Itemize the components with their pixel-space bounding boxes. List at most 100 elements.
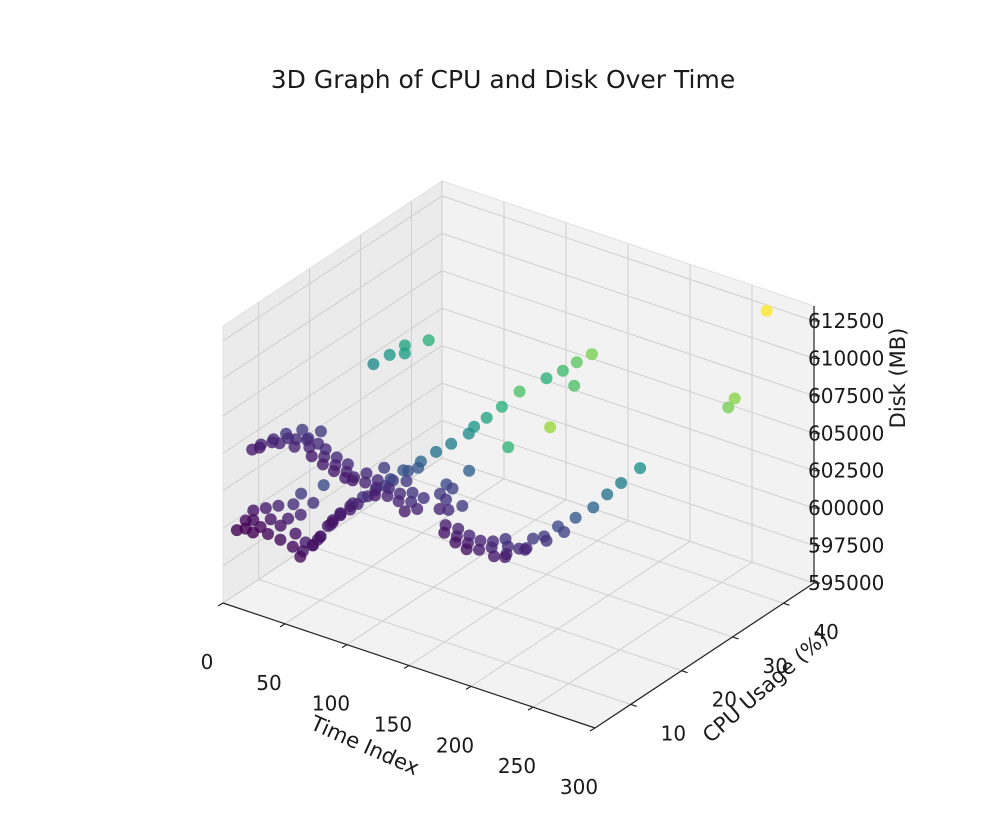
x-tick-label: 150 bbox=[374, 713, 412, 737]
grid-line-y-floor bbox=[258, 578, 631, 705]
x-tick-label: 0 bbox=[201, 650, 214, 674]
grid-line-y-floor bbox=[411, 477, 784, 604]
data-point bbox=[728, 392, 741, 405]
data-point bbox=[294, 508, 307, 521]
z-axis-label: Disk (MB) bbox=[886, 328, 910, 429]
data-point bbox=[540, 534, 553, 547]
x-tick-mark bbox=[403, 664, 410, 670]
chart-title: 3D Graph of CPU and Disk Over Time bbox=[271, 65, 735, 94]
data-point bbox=[544, 421, 557, 434]
data-point bbox=[273, 437, 286, 450]
data-point bbox=[367, 358, 380, 371]
data-point bbox=[456, 499, 469, 512]
x-tick-labels: 0 50 100 150 200 250 300 bbox=[201, 650, 598, 799]
grid-line-z-back bbox=[441, 420, 815, 547]
data-point bbox=[473, 543, 486, 556]
data-point bbox=[442, 503, 455, 516]
y-tick-label: 40 bbox=[813, 620, 838, 644]
data-point bbox=[286, 540, 299, 553]
data-point bbox=[392, 495, 405, 508]
x-tick-mark bbox=[527, 706, 534, 711]
data-point bbox=[463, 464, 476, 477]
data-point bbox=[513, 385, 526, 398]
data-point bbox=[402, 464, 415, 477]
data-point bbox=[326, 516, 339, 529]
data-point bbox=[344, 503, 357, 516]
z-tick-label: 612500 bbox=[808, 309, 884, 333]
data-point bbox=[556, 364, 569, 377]
grid-line-z-back bbox=[441, 232, 815, 359]
data-point bbox=[359, 476, 372, 489]
data-point bbox=[316, 458, 329, 471]
data-point bbox=[288, 440, 301, 453]
data-point bbox=[474, 534, 487, 547]
x-tick-mark bbox=[589, 727, 596, 732]
data-point bbox=[519, 543, 532, 556]
data-point bbox=[272, 499, 285, 512]
grid-line-z-back bbox=[441, 345, 815, 472]
data-point bbox=[296, 423, 309, 436]
data-point bbox=[440, 493, 452, 506]
y-tick-label: 20 bbox=[712, 688, 737, 712]
x-tick-label: 50 bbox=[256, 671, 281, 695]
data-point bbox=[438, 526, 451, 539]
data-point bbox=[412, 461, 425, 474]
data-point bbox=[462, 427, 475, 440]
y-tick-mark bbox=[630, 703, 637, 707]
scatter-points bbox=[230, 304, 773, 564]
data-point bbox=[446, 482, 459, 495]
data-point bbox=[722, 401, 735, 414]
grid-line-y-floor bbox=[360, 511, 733, 638]
y-tick-labels: 10 20 30 40 bbox=[661, 620, 839, 745]
data-point bbox=[568, 379, 581, 392]
grid-line-z-back bbox=[441, 307, 815, 434]
y-axis-line bbox=[594, 582, 815, 729]
data-point bbox=[400, 475, 413, 488]
data-point bbox=[527, 532, 539, 545]
grid-line-z-back bbox=[441, 195, 815, 322]
data-point bbox=[334, 509, 347, 522]
z-tick-label: 595000 bbox=[808, 571, 884, 595]
data-point bbox=[601, 488, 614, 501]
data-point bbox=[398, 505, 411, 518]
data-point bbox=[502, 441, 515, 454]
z-tick-label: 602500 bbox=[808, 459, 884, 483]
z-tick-label: 610000 bbox=[808, 346, 884, 370]
grid-line-x-floor bbox=[346, 499, 567, 646]
data-point bbox=[634, 462, 647, 475]
data-point bbox=[488, 550, 500, 563]
data-point bbox=[346, 474, 359, 487]
data-point bbox=[585, 348, 598, 361]
data-point bbox=[264, 513, 277, 526]
data-point bbox=[307, 496, 320, 509]
data-point bbox=[314, 425, 327, 438]
data-point bbox=[570, 356, 583, 369]
data-point bbox=[294, 550, 307, 563]
grid-line-x-floor bbox=[470, 540, 691, 687]
data-point bbox=[411, 503, 424, 515]
grid-line-z-left bbox=[222, 270, 443, 417]
z-tick-labels: 595000 597500 600000 602500 605000 607500 6100… bbox=[808, 309, 884, 595]
data-point bbox=[433, 503, 446, 515]
y-tick-mark bbox=[732, 636, 739, 640]
data-point bbox=[360, 467, 373, 480]
data-point bbox=[305, 450, 318, 463]
grid-line-z-left bbox=[222, 232, 443, 379]
x-tick-mark bbox=[341, 644, 348, 649]
data-point bbox=[311, 533, 324, 546]
data-point bbox=[274, 519, 287, 532]
grid-line-z-left bbox=[222, 345, 443, 492]
data-point bbox=[558, 526, 571, 538]
data-point bbox=[495, 400, 508, 413]
grid-line-x-floor bbox=[408, 520, 629, 666]
grid-lines bbox=[222, 181, 815, 729]
data-point bbox=[587, 501, 600, 514]
grid-line-z-back bbox=[441, 270, 815, 397]
data-point bbox=[247, 526, 259, 539]
grid-line-x-floor bbox=[532, 561, 753, 708]
data-point bbox=[760, 304, 773, 317]
data-point bbox=[430, 445, 443, 458]
y-tick-mark bbox=[681, 670, 688, 674]
z-tick-label: 597500 bbox=[808, 534, 884, 558]
